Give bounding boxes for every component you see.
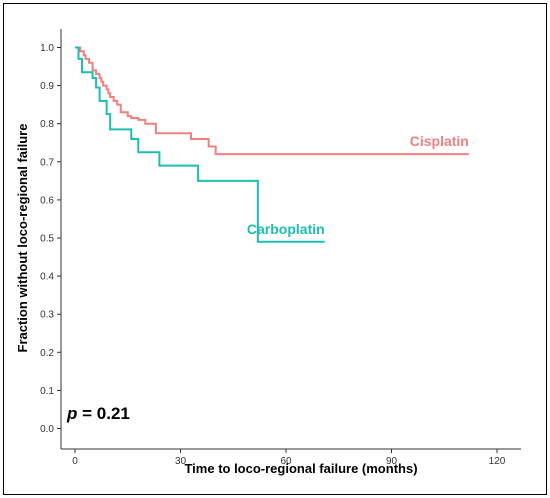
axes: 0.0 0.1 0.2 0.3 0.4 0.5 0.6 0.7 0.8 0.9 1.0 0 30 60 90… [40,29,521,467]
y-tick-label-8: 0.8 [40,119,54,130]
p-value-annotation: p = 0.21 [66,404,130,423]
y-tick-label-5: 0.5 [40,234,54,245]
labels: Time to loco-regional failure (months) F… [15,124,469,476]
cisplatin-curve [75,46,469,156]
y-axis-title: Fraction without loco-regional failure [15,124,30,353]
carboplatin-label: Carboplatin [247,221,325,237]
p-value-italic: p [66,404,77,423]
y-tick-label-1: 0.1 [40,386,54,397]
x-tick-label-4: 120 [489,456,506,467]
y-tick-label-0: 0.0 [40,424,54,435]
carboplatin-curve [75,46,325,243]
x-axis-title: Time to loco-regional failure (months) [184,461,417,476]
y-tick-label-2: 0.2 [40,348,54,359]
p-value-text: = 0.21 [77,404,129,423]
x-tick-label-0: 0 [72,456,78,467]
y-tick-label-6: 0.6 [40,195,54,206]
x-tick-label-2: 60 [280,456,292,467]
curves [75,46,469,243]
cisplatin-label: Cisplatin [410,133,469,149]
figure-frame [3,3,547,495]
y-tick-label-4: 0.4 [40,272,54,283]
y-tick-label-3: 0.3 [40,310,54,321]
x-tick-label-3: 90 [386,456,398,467]
y-tick-label-9: 0.9 [40,81,54,92]
x-tick-label-1: 30 [175,456,187,467]
y-tick-label-7: 0.7 [40,157,54,168]
y-tick-label-10: 1.0 [40,43,54,54]
